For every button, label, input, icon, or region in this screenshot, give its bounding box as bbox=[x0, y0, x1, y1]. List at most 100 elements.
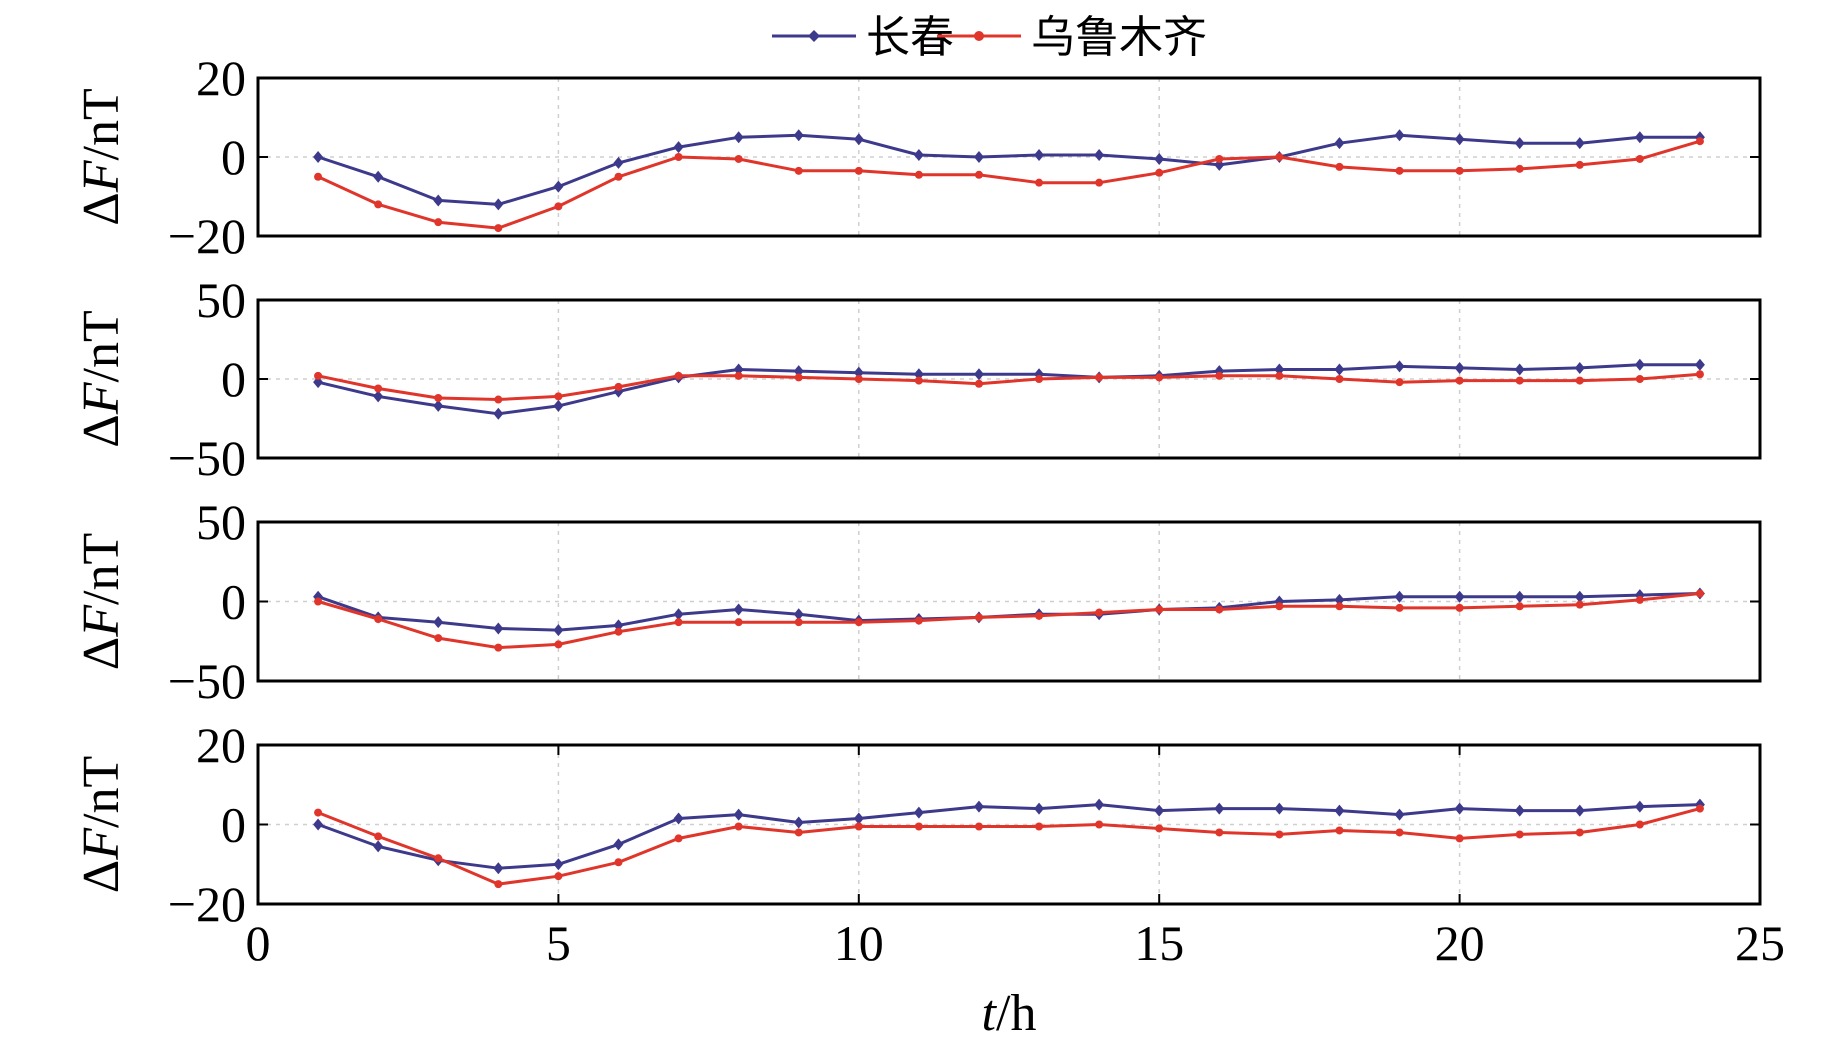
data-point bbox=[1035, 375, 1044, 383]
data-point bbox=[374, 384, 383, 393]
data-point bbox=[1395, 828, 1404, 837]
data-point bbox=[793, 365, 804, 378]
data-point bbox=[854, 822, 863, 831]
data-point bbox=[974, 613, 983, 622]
data-point bbox=[1035, 822, 1044, 831]
data-point bbox=[1514, 590, 1525, 603]
data-point bbox=[613, 838, 624, 851]
data-point bbox=[434, 218, 443, 227]
data-point bbox=[794, 828, 803, 837]
chart-panels: 20 0 −20 ΔF/nT 50 0 −50 ΔF/nT 50 0 −50 ΔF/nT 20 0 −20 Δ… bbox=[73, 50, 1762, 932]
data-point bbox=[1394, 590, 1405, 603]
legend-label: 乌鲁木齐 bbox=[1031, 12, 1207, 63]
data-point bbox=[494, 643, 503, 652]
data-point bbox=[433, 194, 444, 207]
data-point bbox=[1455, 376, 1464, 385]
data-point bbox=[374, 200, 383, 209]
y-axis-title: ΔF/nT bbox=[73, 756, 130, 893]
y-tick-label: 20 bbox=[196, 717, 246, 773]
data-point bbox=[1635, 820, 1644, 829]
data-point bbox=[1514, 137, 1525, 150]
data-point bbox=[1575, 828, 1584, 837]
series-changchun bbox=[313, 358, 1705, 420]
data-point bbox=[493, 407, 504, 420]
data-point bbox=[1155, 168, 1164, 177]
data-point bbox=[554, 392, 563, 401]
data-point bbox=[1635, 375, 1644, 383]
data-point bbox=[314, 172, 323, 181]
series-line bbox=[317, 807, 1701, 886]
data-point bbox=[1275, 153, 1284, 161]
panel-4: 20 0 −20 ΔF/nT bbox=[73, 717, 1762, 932]
data-point bbox=[913, 368, 924, 381]
data-point bbox=[1215, 371, 1224, 380]
data-point bbox=[794, 618, 803, 627]
data-point bbox=[434, 393, 443, 402]
data-point bbox=[854, 166, 863, 175]
data-point bbox=[314, 597, 323, 606]
data-point bbox=[733, 808, 744, 821]
data-point bbox=[1034, 802, 1045, 815]
data-point bbox=[373, 840, 384, 853]
data-point bbox=[1095, 820, 1104, 829]
data-point bbox=[1335, 602, 1344, 611]
data-point bbox=[1215, 828, 1224, 837]
data-point bbox=[1395, 166, 1404, 175]
data-point bbox=[1394, 360, 1405, 373]
data-point bbox=[614, 382, 623, 391]
data-point bbox=[494, 880, 503, 889]
data-point bbox=[493, 622, 504, 635]
dot-marker-icon bbox=[974, 31, 984, 41]
series-line bbox=[317, 139, 1701, 230]
data-point bbox=[1694, 358, 1705, 371]
data-point bbox=[1155, 373, 1164, 382]
data-point bbox=[614, 858, 623, 867]
x-tick-label: 0 bbox=[246, 915, 271, 971]
data-point bbox=[1515, 376, 1524, 385]
data-point bbox=[1334, 804, 1345, 817]
data-point bbox=[1095, 178, 1104, 187]
data-point bbox=[434, 634, 443, 643]
data-point bbox=[913, 149, 924, 162]
y-axis-title: ΔF/nT bbox=[73, 533, 130, 670]
data-point bbox=[1574, 137, 1585, 150]
data-point bbox=[1034, 149, 1045, 162]
data-point bbox=[734, 154, 743, 163]
data-point bbox=[373, 170, 384, 183]
y-tick-label: 50 bbox=[196, 272, 246, 328]
data-point bbox=[914, 170, 923, 179]
data-point bbox=[1274, 363, 1285, 376]
series-urumqi bbox=[314, 804, 1704, 889]
data-point bbox=[914, 822, 923, 831]
data-point bbox=[1095, 608, 1104, 617]
data-point bbox=[553, 399, 564, 412]
data-point bbox=[1455, 166, 1464, 175]
panel-3: 50 0 −50 ΔF/nT bbox=[73, 494, 1762, 709]
data-point bbox=[613, 619, 624, 632]
y-axis-title: ΔF/nT bbox=[73, 88, 130, 225]
data-point bbox=[373, 390, 384, 403]
data-point bbox=[1514, 363, 1525, 376]
data-point bbox=[793, 608, 804, 621]
data-point bbox=[1454, 133, 1465, 146]
data-point bbox=[853, 133, 864, 146]
data-point bbox=[1454, 590, 1465, 603]
data-point bbox=[1695, 370, 1704, 379]
data-point bbox=[1334, 137, 1345, 150]
series-urumqi bbox=[314, 589, 1704, 652]
data-point bbox=[1454, 361, 1465, 374]
data-point bbox=[1454, 802, 1465, 815]
data-point bbox=[1515, 602, 1524, 611]
panel-2: 50 0 −50 ΔF/nT bbox=[73, 272, 1762, 486]
data-point bbox=[1634, 800, 1645, 813]
data-point bbox=[853, 812, 864, 825]
data-point bbox=[554, 640, 563, 649]
data-point bbox=[973, 368, 984, 381]
legend-item-1: 长春 bbox=[772, 12, 954, 63]
data-point bbox=[734, 371, 743, 380]
data-point bbox=[1695, 804, 1704, 813]
data-point bbox=[1574, 804, 1585, 817]
series-line bbox=[317, 363, 1700, 416]
series-urumqi bbox=[314, 370, 1704, 404]
